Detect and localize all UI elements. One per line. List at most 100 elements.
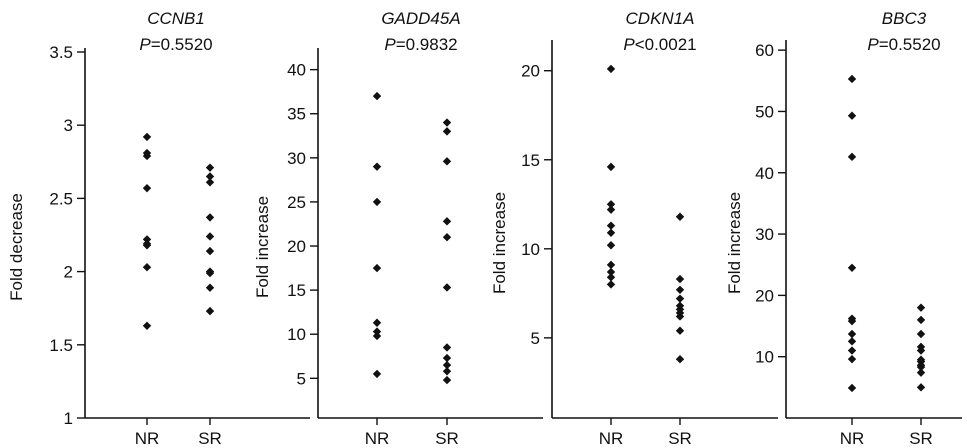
y-tick-label: 2 xyxy=(64,263,73,282)
data-point-nr xyxy=(847,111,857,120)
data-point-sr xyxy=(442,360,452,370)
data-point-sr xyxy=(916,368,926,377)
gene-title: BBC3 xyxy=(882,9,927,28)
data-point-sr xyxy=(916,362,926,372)
data-point-nr xyxy=(606,280,616,289)
data-point-nr xyxy=(606,228,616,237)
data-point-nr xyxy=(606,260,616,270)
data-point-sr xyxy=(442,353,452,363)
data-point-sr xyxy=(916,383,926,392)
data-point-nr xyxy=(606,200,616,209)
category-label: NR xyxy=(365,429,390,448)
p-value-label: P=0.9832 xyxy=(384,35,457,54)
data-point-nr xyxy=(372,263,382,273)
y-tick-label: 15 xyxy=(521,151,540,170)
data-point-nr xyxy=(142,183,152,193)
data-point-sr xyxy=(442,127,452,136)
data-point-sr xyxy=(442,118,452,127)
y-axis-label: Fold decrease xyxy=(7,193,26,301)
data-point-nr xyxy=(142,263,152,272)
data-point-sr xyxy=(916,329,926,339)
panel-3: 5 10 15 20 NR SR Fold increase CDKN1A P<0.0021 xyxy=(490,9,778,448)
data-point-nr xyxy=(606,162,616,172)
data-point-nr xyxy=(372,91,382,101)
category-label: NR xyxy=(840,429,865,448)
data-point-sr xyxy=(675,212,685,221)
y-tick-label: 1.5 xyxy=(49,336,73,355)
data-point-nr xyxy=(847,383,857,393)
data-point-nr xyxy=(847,337,857,346)
y-tick-label: 20 xyxy=(287,237,306,256)
data-point-sr xyxy=(205,306,215,316)
data-point-sr xyxy=(916,315,926,325)
data-point-sr xyxy=(442,343,452,352)
data-point-nr xyxy=(847,74,857,84)
p-value: =0.5520 xyxy=(151,35,213,54)
y-tick-label: 30 xyxy=(755,225,774,244)
y-tick-label: 10 xyxy=(287,325,306,344)
y-tick-label: 3.5 xyxy=(49,43,73,62)
data-point-nr xyxy=(142,151,152,161)
data-point-nr xyxy=(606,273,616,282)
category-label: SR xyxy=(668,429,692,448)
p-value-label: P=0.5520 xyxy=(867,35,940,54)
data-point-nr xyxy=(847,263,857,272)
data-point-sr xyxy=(205,246,215,256)
category-label: SR xyxy=(198,429,222,448)
data-point-nr xyxy=(142,241,152,250)
y-tick-label: 40 xyxy=(287,61,306,80)
y-axis-label: Fold increase xyxy=(490,192,509,294)
y-tick-label: 5 xyxy=(297,369,306,388)
p-symbol: P xyxy=(384,35,396,54)
data-point-sr xyxy=(442,367,452,376)
p-symbol: P xyxy=(623,35,635,54)
data-point-sr xyxy=(442,375,452,385)
p-value-label: P<0.0021 xyxy=(623,35,696,54)
data-point-nr xyxy=(142,235,152,244)
data-point-nr xyxy=(372,162,382,171)
y-tick-label: 15 xyxy=(287,281,306,300)
data-point-nr xyxy=(847,316,857,326)
data-point-sr xyxy=(442,283,452,292)
data-point-sr xyxy=(675,312,685,321)
data-point-sr xyxy=(205,213,215,222)
category-label: NR xyxy=(599,429,624,448)
y-tick-label: 10 xyxy=(755,348,774,367)
data-point-nr xyxy=(372,197,382,207)
y-axis-label: Fold increase xyxy=(725,192,744,294)
panel-2: 5 10 15 20 25 30 35 40 NR SR Fold increase GADD45A P… xyxy=(253,9,543,448)
y-tick-label: 5 xyxy=(531,329,540,348)
y-tick-label: 1 xyxy=(64,409,73,428)
y-tick-label: 40 xyxy=(755,164,774,183)
p-value: =0.9832 xyxy=(396,35,458,54)
category-label: NR xyxy=(135,429,160,448)
y-tick-label: 2.5 xyxy=(49,189,73,208)
data-point-nr xyxy=(372,369,382,379)
data-point-sr xyxy=(675,274,685,284)
y-axis-label: Fold increase xyxy=(253,196,272,298)
data-point-sr xyxy=(675,355,685,364)
data-point-sr xyxy=(442,233,452,242)
y-tick-label: 30 xyxy=(287,149,306,168)
data-point-nr xyxy=(372,331,382,341)
data-point-nr xyxy=(606,205,616,214)
p-value-label: P=0.5520 xyxy=(139,35,212,54)
y-tick-label: 25 xyxy=(287,193,306,212)
data-point-nr xyxy=(142,132,152,142)
data-point-sr xyxy=(675,285,685,294)
data-point-nr xyxy=(142,321,152,330)
data-point-sr xyxy=(205,178,215,187)
data-point-nr xyxy=(847,152,857,162)
data-point-nr xyxy=(847,346,857,355)
data-point-nr xyxy=(606,241,616,250)
panel-1: 1 1.5 2 2.5 3 3.5 NR SR Fold decrease CCNB1 P=0.55… xyxy=(7,9,310,448)
gene-title: CCNB1 xyxy=(147,9,205,28)
data-point-sr xyxy=(675,294,685,303)
data-point-sr xyxy=(675,326,685,335)
data-point-sr xyxy=(442,157,452,166)
y-tick-label: 50 xyxy=(755,102,774,121)
p-value: <0.0021 xyxy=(635,35,697,54)
y-tick-label: 10 xyxy=(521,240,540,259)
y-tick-label: 60 xyxy=(755,41,774,60)
